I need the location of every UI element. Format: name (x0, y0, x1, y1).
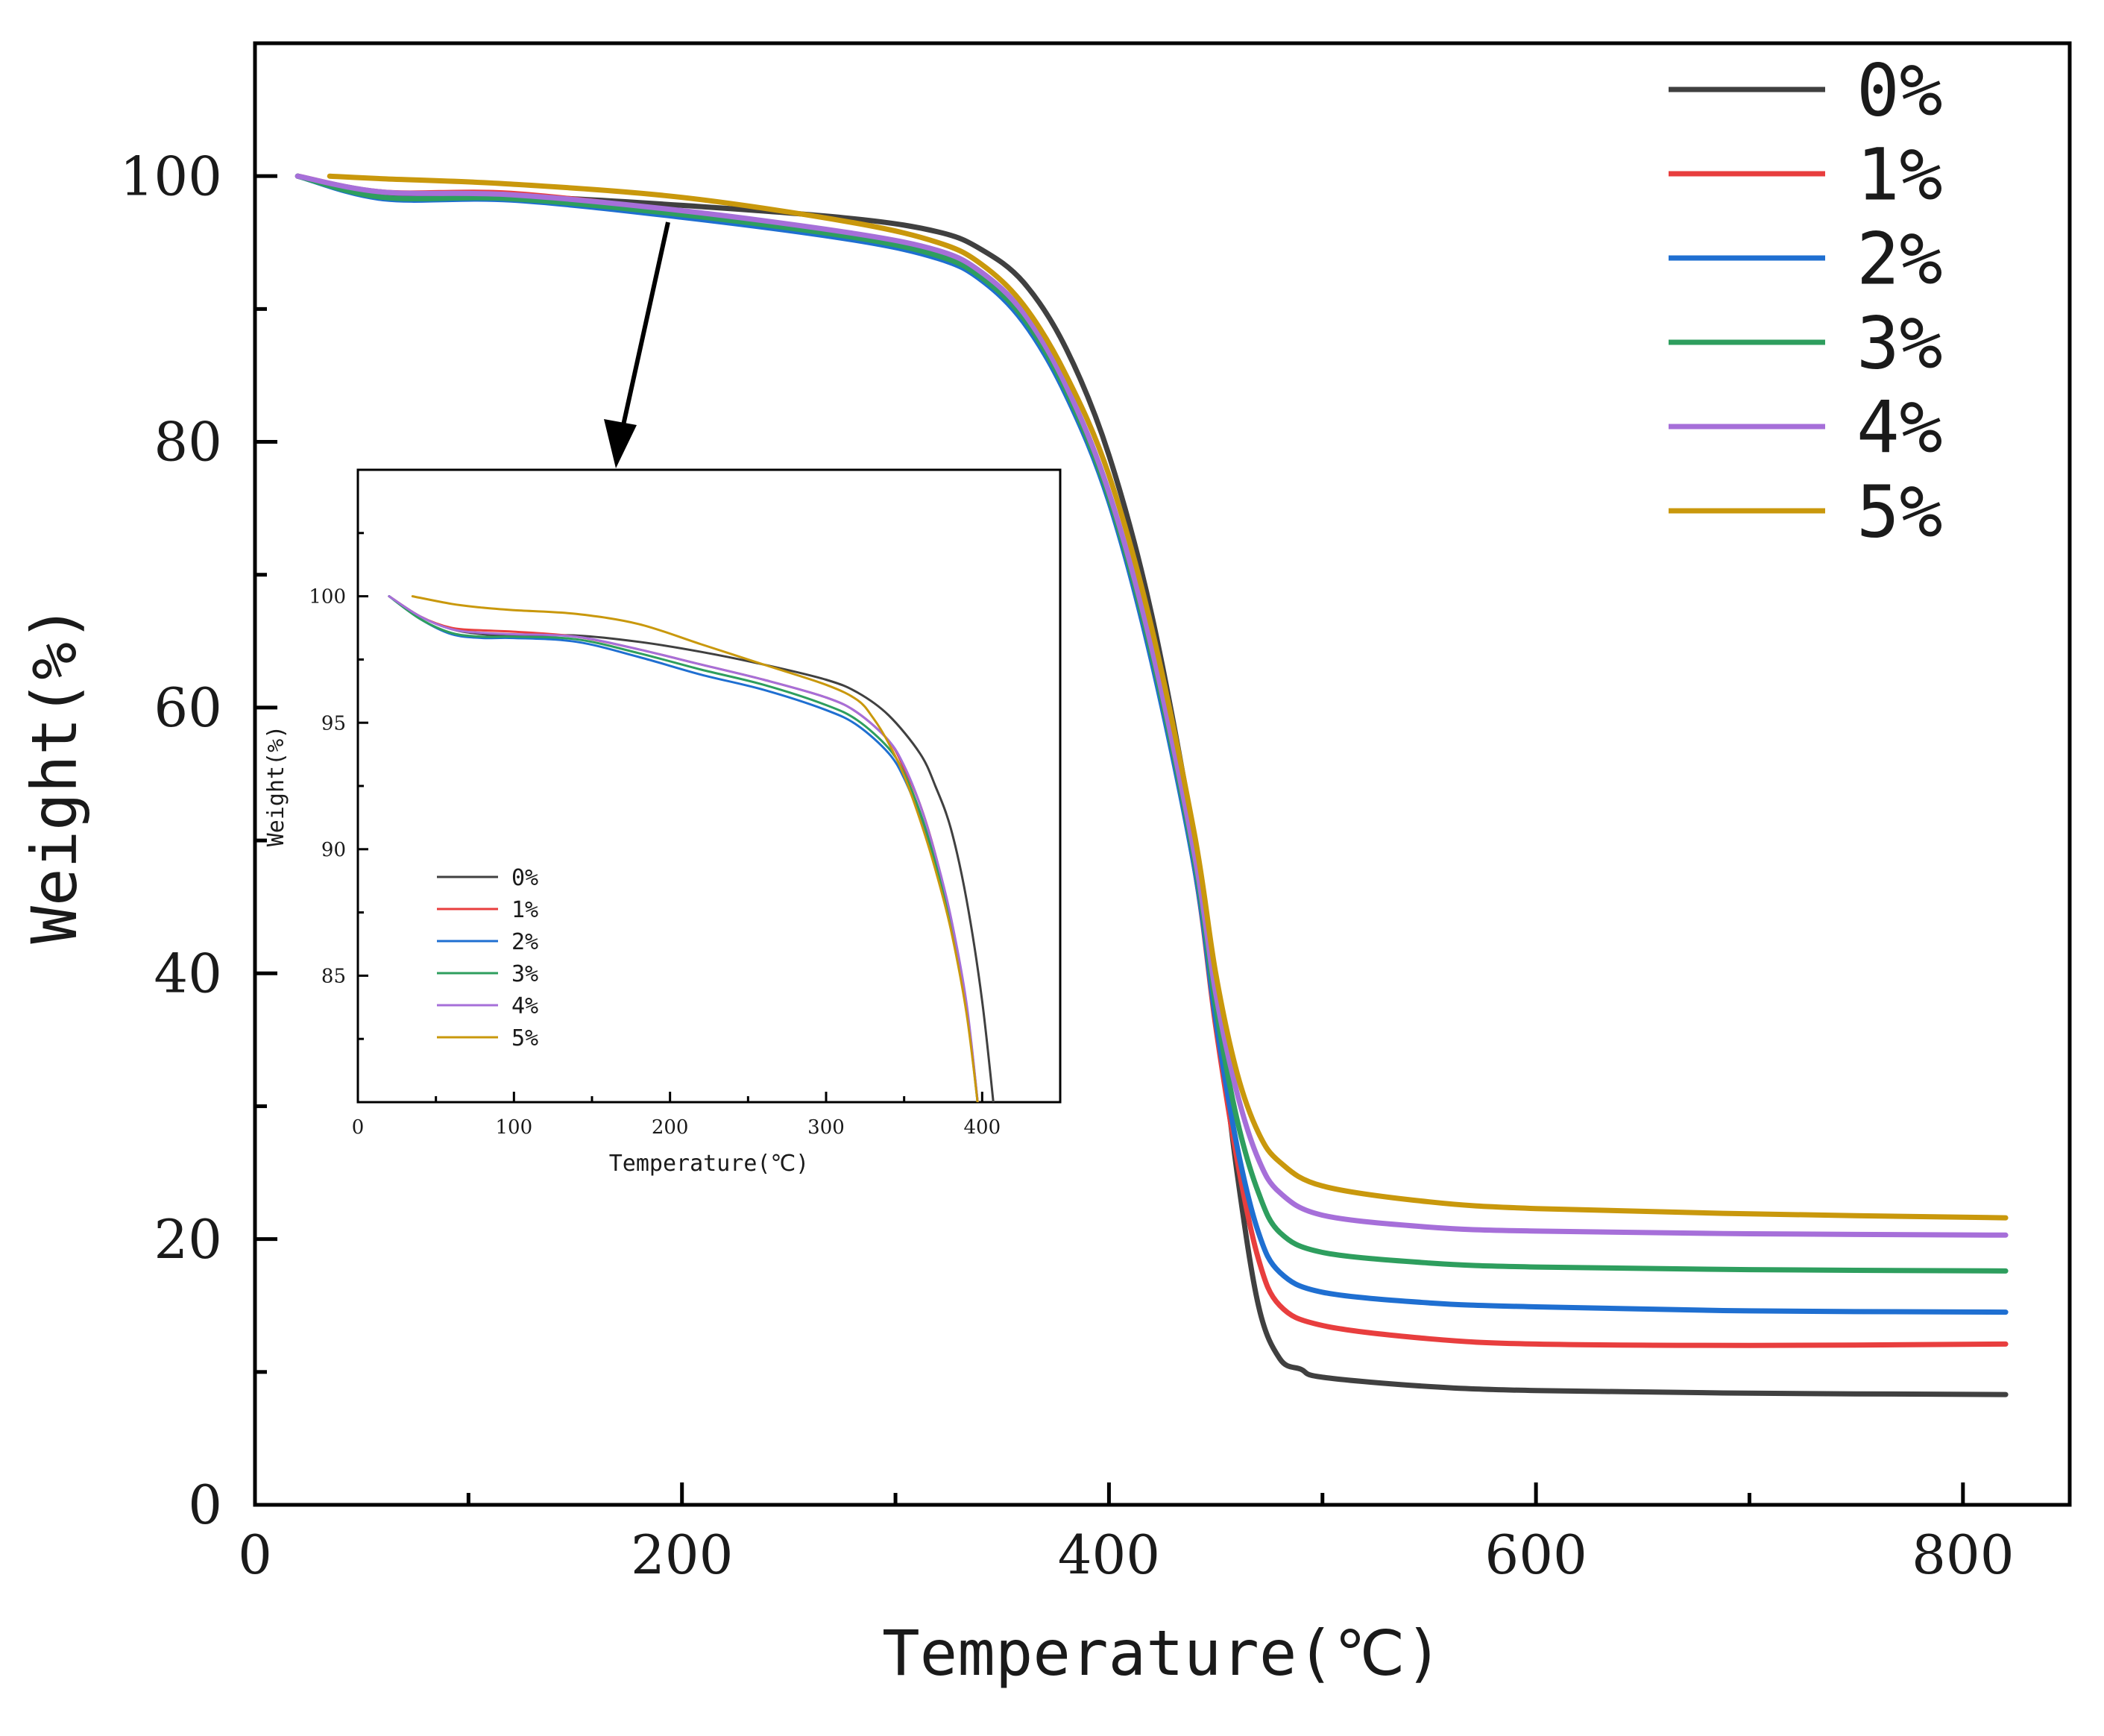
main-y-tick-label: 40 (154, 942, 222, 1004)
main-legend-label: 3% (1856, 302, 1943, 386)
inset-x-tick-label: 200 (652, 1116, 689, 1139)
main-y-tick-label: 20 (154, 1208, 222, 1271)
inset-frame (356, 468, 1062, 1104)
inset-series-3% (388, 595, 979, 1102)
main-legend-label: 0% (1856, 49, 1943, 133)
main-x-tick-label: 400 (1058, 1523, 1160, 1586)
main-legend-label: 1% (1856, 133, 1943, 217)
inset-legend-label: 3% (511, 961, 538, 987)
main-x-tick-label: 800 (1912, 1523, 2014, 1586)
inset-series-group (388, 595, 995, 1102)
inset-x-axis-title: Temperature(℃) (609, 1151, 810, 1177)
main-x-tick-label: 0 (238, 1523, 272, 1586)
inset-x-tick-label: 300 (807, 1116, 845, 1139)
inset-y-tick-label: 95 (321, 712, 346, 735)
inset-plot: 0 100 200 300 400 85 90 95 100 Temperature(℃) Weig… (263, 468, 1062, 1177)
inset-y-axis-title: Weight(%) (263, 726, 289, 847)
main-x-tick-label: 600 (1484, 1523, 1587, 1586)
inset-x-tick-label: 100 (496, 1116, 533, 1139)
main-x-axis-title: Temperature(℃) (882, 1617, 1443, 1690)
inset-x-tick-label: 400 (964, 1116, 1001, 1139)
inset-y-tick-label: 85 (321, 966, 346, 988)
main-y-tick-label: 0 (188, 1474, 222, 1536)
inset-legend-label: 5% (511, 1025, 538, 1051)
zoom-arrow (604, 221, 670, 468)
main-y-tick-label: 100 (120, 145, 222, 207)
main-legend-label: 5% (1856, 471, 1943, 554)
inset-y-tick-label: 90 (321, 839, 346, 861)
inset-series-5% (411, 595, 979, 1102)
main-legend-label: 2% (1856, 218, 1943, 301)
arrow-head (604, 419, 637, 468)
main-series-5% (327, 173, 2009, 1221)
main-legend-label: 4% (1856, 386, 1943, 470)
inset-legend-label: 0% (511, 865, 538, 891)
arrow-shaft (621, 221, 670, 426)
main-legend: 0%1%2%3%4%5% (1669, 49, 1943, 554)
inset-legend-label: 2% (511, 929, 538, 955)
main-y-tick-label: 60 (154, 676, 222, 739)
main-series-4% (295, 173, 2009, 1238)
inset-legend-label: 1% (511, 897, 538, 923)
main-y-tick-label: 80 (154, 411, 222, 474)
main-series-group (295, 173, 2009, 1397)
inset-legend: 0% 1% 2% 3% 4% 5% (437, 865, 538, 1051)
inset-series-0% (388, 595, 995, 1102)
inset-x-tick-label: 0 (352, 1116, 365, 1139)
main-x-tick-label: 200 (631, 1523, 733, 1586)
inset-legend-label: 4% (511, 993, 538, 1019)
main-y-axis-title: Weight(%) (18, 604, 91, 943)
inset-series-4% (388, 595, 979, 1102)
inset-y-tick-label: 100 (309, 586, 346, 608)
